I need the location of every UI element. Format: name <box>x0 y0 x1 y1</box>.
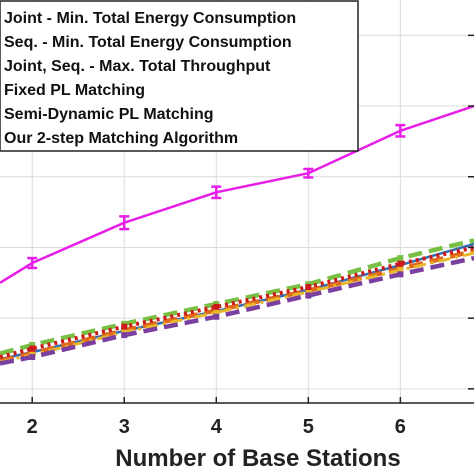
series-2-point-5 <box>397 267 404 274</box>
x-tick-label-2: 4 <box>211 416 223 438</box>
series-6-point-4 <box>305 284 312 291</box>
series-3-point-3 <box>213 313 220 320</box>
series-3-point-5 <box>397 271 404 278</box>
series-6-point-2 <box>121 323 128 330</box>
series-6-point-1 <box>29 345 36 352</box>
error-bars <box>27 123 406 270</box>
series-2-point-4 <box>305 288 312 295</box>
series-3-point-4 <box>305 292 312 299</box>
data-series <box>0 104 474 366</box>
axes <box>0 34 474 404</box>
legend-entry-semi-dynamic-pl: Semi-Dynamic PL Matching <box>4 106 214 123</box>
legend-box <box>0 0 359 152</box>
legend-entry-2-step: Our 2-step Matching Algorithm <box>4 130 238 147</box>
legend-entry-seq-min-energy: Seq. - Min. Total Energy Consumption <box>4 34 292 51</box>
series-6-point-5 <box>397 260 404 267</box>
series-3-point-1 <box>29 354 36 361</box>
series-4-point-5 <box>397 255 404 262</box>
legend: Joint - Min. Total Energy Consumption Se… <box>0 0 359 152</box>
legend-entry-max-throughput: Joint, Seq. - Max. Total Throughput <box>4 58 271 75</box>
x-tick-label-1: 3 <box>119 416 130 438</box>
x-tick-label-0: 2 <box>27 416 38 438</box>
legend-entry-joint-min-energy: Joint - Min. Total Energy Consumption <box>4 10 296 27</box>
series-2-point-3 <box>213 309 220 316</box>
x-tick-label-4: 6 <box>395 416 406 438</box>
x-axis-title: Number of Base Stations <box>115 445 400 472</box>
series-4-point-1 <box>29 342 36 349</box>
series-3-point-2 <box>121 332 128 339</box>
legend-entry-fixed-pl: Fixed PL Matching <box>4 82 145 99</box>
x-tick-labels: 2 3 4 5 6 <box>27 416 406 438</box>
series-6-point-3 <box>213 303 220 310</box>
x-tick-label-3: 5 <box>303 416 314 438</box>
